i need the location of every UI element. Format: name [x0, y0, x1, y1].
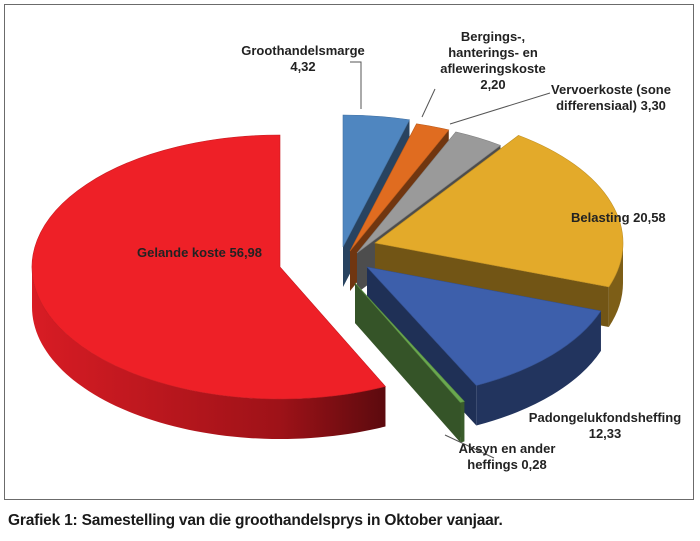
slice-belasting-side	[608, 243, 623, 327]
slice-padongelukfondsheffing-label-line: 12,33	[589, 426, 622, 441]
slice-padongelukfondsheffing-label-line: Padongelukfondsheffing	[529, 410, 681, 425]
slice-belasting-label: Belasting 20,58	[571, 210, 666, 225]
slice-padongelukfondsheffing-side	[476, 310, 601, 426]
slice-vervoerkoste-sone-differensiaal-label-line: differensiaal) 3,30	[556, 98, 666, 113]
slice-groothandelsmarge-label-line: 4,32	[290, 59, 315, 74]
slice-gelande-koste-side	[32, 267, 386, 439]
slice-aksyn-en-ander-heffings-side	[460, 401, 465, 443]
slice-padongelukfondsheffing	[366, 266, 602, 386]
slice-gelande-koste-label-line: Gelande koste 56,98	[137, 245, 262, 260]
slice-vervoerkoste-sone-differensiaal-leader-line	[449, 92, 551, 125]
slice-gelande-koste	[31, 134, 386, 400]
slice-belasting	[374, 135, 624, 288]
slice-vervoerkoste-sone-differensiaal	[356, 131, 502, 254]
chart-frame: Groothandelsmarge 4,32 Bergings-, hantering…	[4, 4, 694, 500]
slice-bergings-hanterings-en-afleweringskoste	[349, 123, 450, 252]
slice-bergings-hanterings-en-afleweringskoste-label-line: afleweringskoste	[440, 61, 546, 76]
slice-bergings-hanterings-en-afleweringskoste-leader-line	[421, 88, 436, 118]
slice-vervoerkoste-sone-differensiaal-label: Vervoerkoste (sone differensiaal) 3,30	[551, 82, 671, 113]
chart-caption: Grafiek 1: Samestelling van die groothan…	[8, 512, 503, 529]
slice-groothandelsmarge-label-line: Groothandelsmarge	[241, 43, 365, 58]
slice-padongelukfondsheffing-label: Padongelukfondsheffing 12,33	[529, 410, 681, 441]
slice-aksyn-en-ander-heffings	[354, 282, 465, 403]
slice-bergings-hanterings-en-afleweringskoste-label-line: Bergings-,	[461, 29, 525, 44]
slice-belasting-label-line: Belasting 20,58	[571, 210, 666, 225]
slice-groothandelsmarge	[342, 114, 410, 248]
slice-bergings-hanterings-en-afleweringskoste-label: Bergings-, hanterings- en afleweringskoste…	[440, 29, 546, 92]
slice-aksyn-en-ander-heffings-label-line: Aksyn en ander	[459, 441, 556, 456]
slice-bergings-hanterings-en-afleweringskoste-label-line: hanterings- en	[448, 45, 538, 60]
pie-chart: Groothandelsmarge 4,32 Bergings-, hantering…	[31, 29, 681, 472]
slice-aksyn-en-ander-heffings-leader-line	[444, 434, 495, 459]
slice-aksyn-en-ander-heffings-wall-end	[355, 283, 461, 443]
slice-vervoerkoste-sone-differensiaal-label-line: Vervoerkoste (sone	[551, 82, 671, 97]
slice-aksyn-en-ander-heffings-label-line: heffings 0,28	[467, 457, 546, 472]
slice-groothandelsmarge-leader-line	[350, 61, 362, 109]
slice-gelande-koste-label: Gelande koste 56,98	[137, 245, 262, 260]
slice-bergings-hanterings-en-afleweringskoste-label-line: 2,20	[480, 77, 505, 92]
slice-aksyn-en-ander-heffings-label: Aksyn en ander heffings 0,28	[459, 441, 556, 472]
slice-groothandelsmarge-label: Groothandelsmarge 4,32	[241, 43, 365, 74]
